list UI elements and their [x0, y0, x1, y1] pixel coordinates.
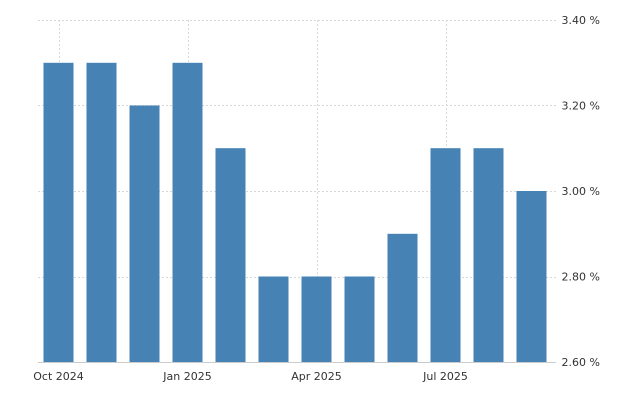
bar-6: [258, 276, 289, 362]
bar-7: [301, 276, 332, 362]
bar-9: [387, 233, 418, 362]
x-tick-label-2: Jan 2025: [162, 370, 211, 383]
bar-8: [344, 276, 375, 362]
y-tick-label-4: 3.20 %: [562, 100, 600, 113]
bar-1: [43, 62, 74, 363]
x-axis-ticks: Oct 2024 Jan 2025 Apr 2025 Jul 2025: [33, 370, 468, 383]
y-tick-label-2: 2.80 %: [562, 271, 600, 284]
bar-5: [215, 148, 246, 362]
x-tick-label-3: Apr 2025: [291, 370, 342, 383]
y-axis-ticks: 2.60 % 2.80 % 3.00 % 3.20 % 3.40 %: [562, 14, 600, 369]
bars-layer: [43, 62, 547, 363]
bar-12: [516, 191, 547, 362]
bar-2: [86, 62, 117, 363]
x-tick-label-1: Oct 2024: [33, 370, 84, 383]
y-tick-label-3: 3.00 %: [562, 185, 600, 198]
bar-10: [430, 148, 461, 362]
bar-3: [129, 105, 160, 362]
y-tick-label-1: 2.60 %: [562, 356, 600, 369]
x-tick-label-4: Jul 2025: [422, 370, 468, 383]
y-tick-label-5: 3.40 %: [562, 14, 600, 27]
bar-4: [172, 62, 203, 363]
bar-11: [473, 148, 504, 362]
